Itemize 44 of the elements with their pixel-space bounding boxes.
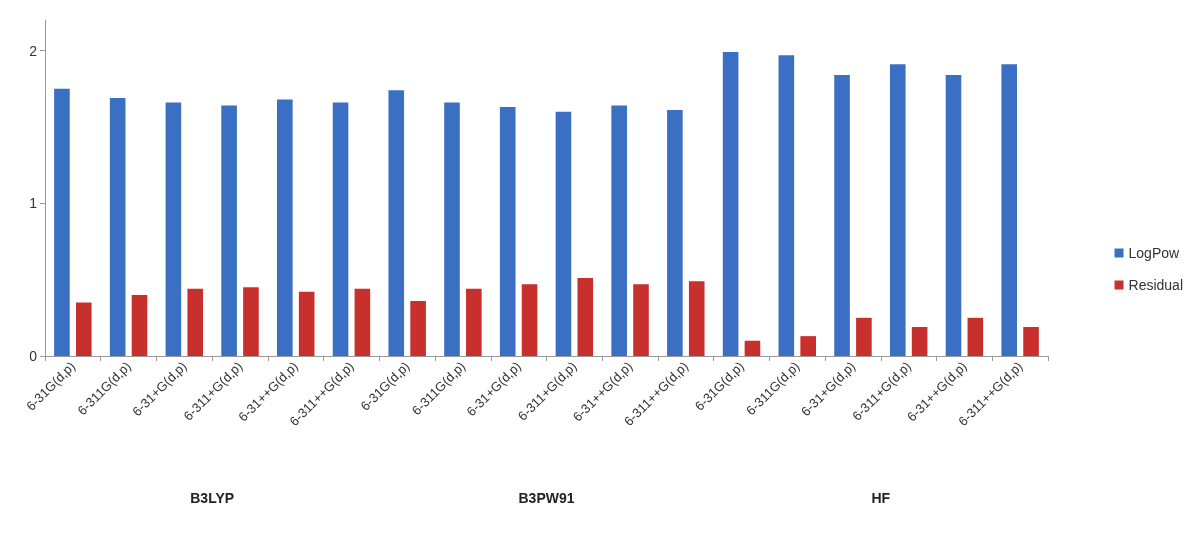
bar [388,90,405,356]
bar [611,105,627,356]
bar [722,52,739,356]
bar [911,326,928,356]
bar [444,102,460,356]
bar [778,55,795,356]
bar [131,294,148,356]
bar [967,317,984,356]
bar [332,102,349,356]
legend-label: Residual [1128,277,1184,293]
bar [54,88,70,356]
text: B3LYP [190,490,235,506]
bar [856,317,872,356]
bar [521,284,538,356]
bar [187,288,204,356]
bar [109,97,126,356]
bar [466,288,482,356]
y-tick-label: 0 [29,348,38,364]
bar [165,102,182,356]
bar [688,281,705,356]
bar [75,302,92,356]
y-tick-label: 2 [29,42,38,59]
bar [667,110,683,356]
bar [243,287,259,356]
text: HF [871,490,891,506]
bar [410,301,426,356]
bar [834,74,850,356]
bar [1023,326,1039,356]
bar [555,111,572,356]
bar [298,291,315,356]
legend-label: LogPow [1128,245,1181,261]
y-tick-label: 1 [29,195,38,212]
bar [800,336,816,356]
bar [945,74,962,356]
bar [499,107,516,356]
bar [633,284,649,356]
bar [744,340,761,356]
bar [277,99,293,356]
bar [221,105,237,356]
bar [354,288,371,356]
bar [889,64,906,356]
bar [1001,64,1018,356]
text: B3PW91 [518,490,575,506]
bar [577,278,594,356]
